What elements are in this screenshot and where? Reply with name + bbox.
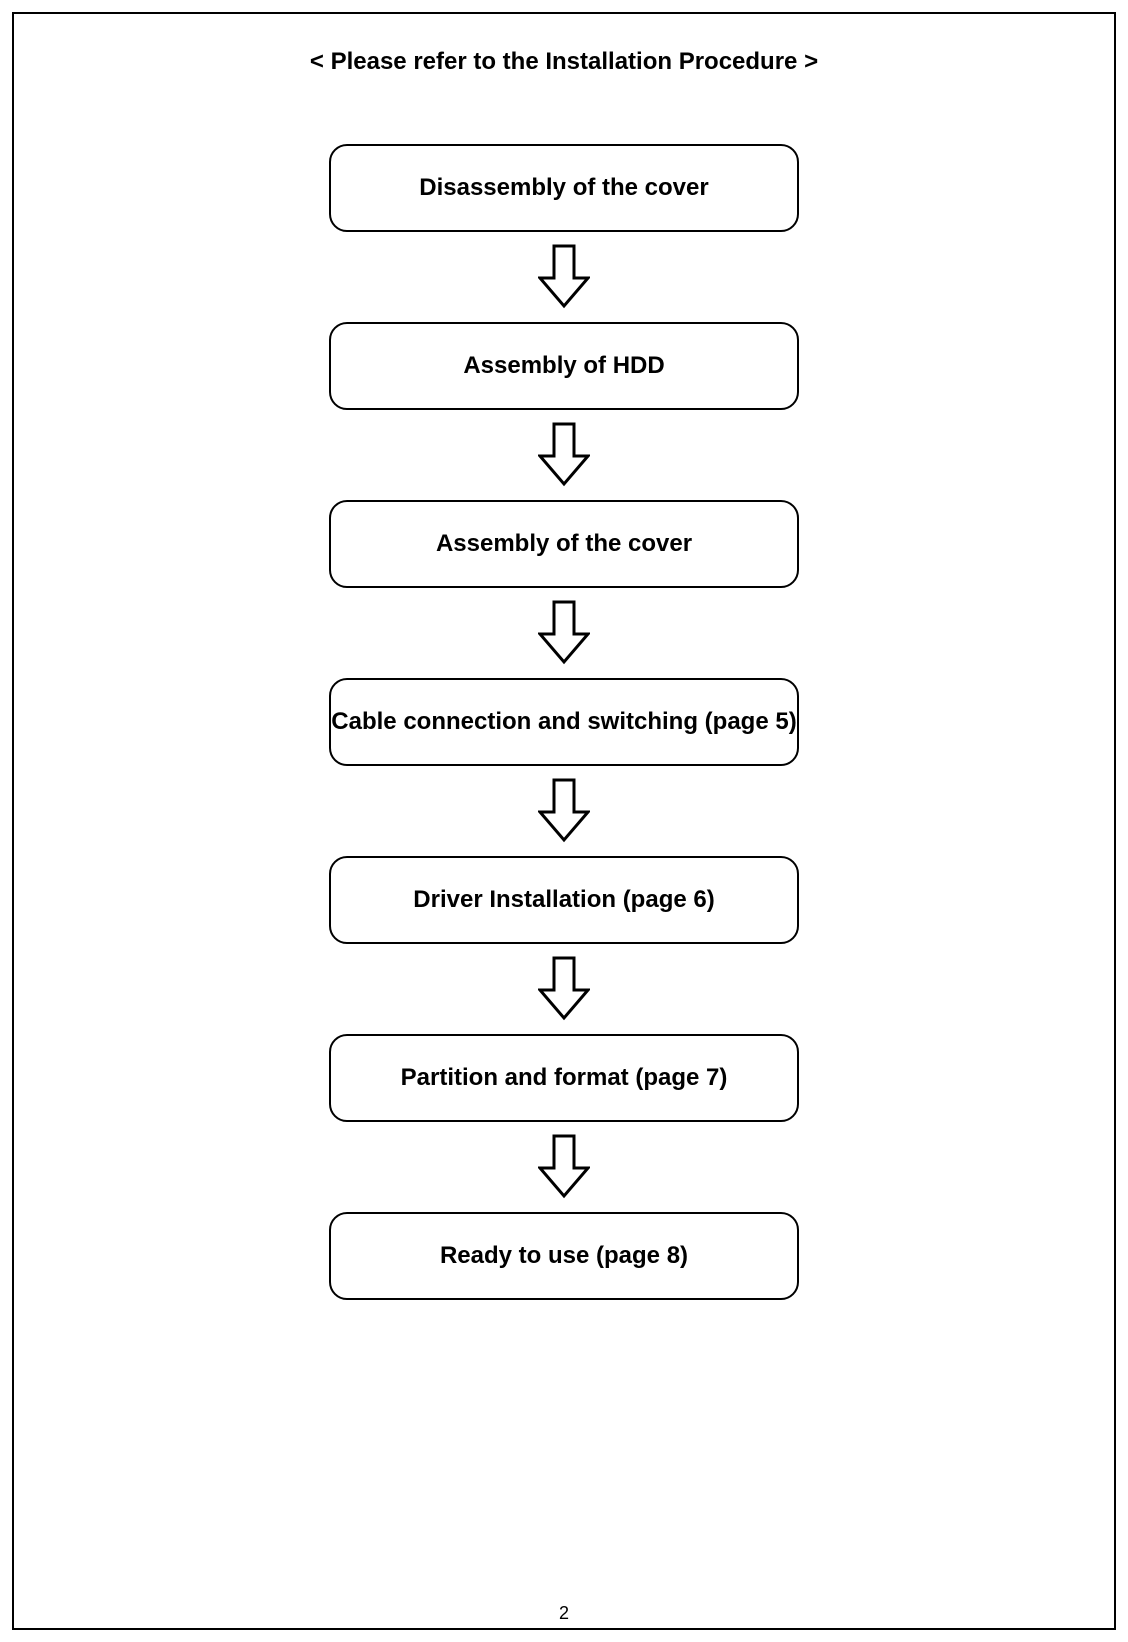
step-box-5: Driver Installation (page 6): [329, 856, 799, 944]
step-box-2: Assembly of HDD: [329, 322, 799, 410]
step-box-4: Cable connection and switching (page 5): [329, 678, 799, 766]
arrow-1: [538, 244, 590, 310]
step-label: Ready to use (page 8): [440, 1242, 688, 1270]
step-box-6: Partition and format (page 7): [329, 1034, 799, 1122]
arrow-2: [538, 422, 590, 488]
step-box-3: Assembly of the cover: [329, 500, 799, 588]
arrow-5: [538, 956, 590, 1022]
step-label: Driver Installation (page 6): [413, 886, 714, 914]
step-label: Disassembly of the cover: [419, 174, 708, 202]
down-arrow-icon: [538, 244, 590, 310]
down-arrow-icon: [538, 956, 590, 1022]
down-arrow-icon: [538, 1134, 590, 1200]
page-number: 2: [559, 1603, 569, 1624]
down-arrow-icon: [538, 600, 590, 666]
arrow-4: [538, 778, 590, 844]
flowchart-content: < Please refer to the Installation Proce…: [12, 12, 1116, 1630]
step-label: Assembly of HDD: [463, 352, 664, 380]
step-box-7: Ready to use (page 8): [329, 1212, 799, 1300]
step-label: Assembly of the cover: [436, 530, 692, 558]
arrow-6: [538, 1134, 590, 1200]
step-box-1: Disassembly of the cover: [329, 144, 799, 232]
page-title: < Please refer to the Installation Proce…: [310, 48, 818, 76]
step-label: Partition and format (page 7): [401, 1064, 728, 1092]
step-label: Cable connection and switching (page 5): [331, 708, 796, 736]
down-arrow-icon: [538, 422, 590, 488]
arrow-3: [538, 600, 590, 666]
down-arrow-icon: [538, 778, 590, 844]
